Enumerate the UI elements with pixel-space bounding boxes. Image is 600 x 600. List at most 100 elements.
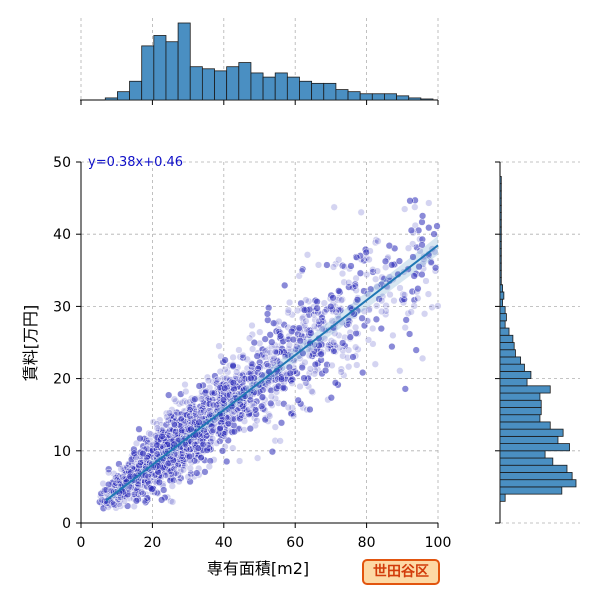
- scatter-point: [313, 304, 321, 312]
- scatter-point: [237, 411, 246, 419]
- x-hist-bar: [250, 72, 264, 101]
- scatter-point: [246, 424, 254, 433]
- x-hist-bar: [286, 76, 300, 101]
- scatter-point: [418, 354, 427, 363]
- scatter-point: [191, 395, 199, 403]
- scatter-point: [153, 450, 161, 458]
- scatter-point: [165, 409, 174, 417]
- x-hist-bar: [104, 97, 118, 101]
- scatter-point: [170, 465, 178, 473]
- scatter-point: [256, 328, 264, 336]
- scatter-point: [178, 449, 187, 457]
- scatter-point: [407, 226, 416, 235]
- scatter-point: [293, 306, 302, 315]
- scatter-point: [277, 375, 286, 383]
- scatter-point: [276, 437, 284, 445]
- scatter-point: [247, 359, 256, 368]
- scatter-point: [313, 298, 321, 306]
- x-hist-bar: [335, 89, 349, 101]
- scatter-point: [208, 434, 217, 443]
- scatter-point: [286, 369, 294, 377]
- x-hist-bar: [396, 95, 410, 101]
- scatter-point: [177, 414, 185, 423]
- scatter-point: [248, 321, 256, 330]
- scatter-point: [277, 419, 286, 427]
- y-hist-bar: [499, 342, 515, 351]
- scatter-point: [197, 395, 206, 403]
- y-hist-bar: [499, 486, 563, 495]
- scatter-point: [381, 257, 390, 265]
- scatter-point: [404, 244, 413, 252]
- scatter-point: [320, 299, 328, 307]
- scatter-point: [418, 218, 426, 226]
- scatter-point: [373, 267, 382, 275]
- scatter-point: [258, 393, 267, 401]
- scatter-point: [135, 425, 143, 433]
- scatter-point: [298, 363, 306, 372]
- scatter-point: [253, 454, 262, 462]
- scatter-point: [369, 324, 377, 333]
- scatter-point: [143, 494, 151, 502]
- scatter-point: [172, 469, 180, 478]
- y-hist-bar: [499, 298, 503, 307]
- y-hist-bar: [499, 320, 506, 329]
- scatter-point: [406, 197, 414, 205]
- scatter-point: [353, 361, 361, 369]
- scatter-point: [137, 458, 145, 467]
- scatter-point: [219, 396, 228, 404]
- y-hist-bar: [499, 241, 502, 250]
- x-hist-bar: [311, 82, 325, 101]
- x-hist-bar: [141, 45, 155, 101]
- y-hist-bar: [499, 204, 502, 213]
- scatter-point: [296, 382, 304, 391]
- y-hist-bar: [499, 443, 570, 452]
- y-hist-bar: [499, 399, 542, 408]
- y-hist-bar: [499, 176, 502, 185]
- x-tick-label: 40: [215, 535, 233, 551]
- scatter-point: [337, 296, 346, 304]
- scatter-point: [162, 471, 170, 479]
- y-hist-bar: [499, 457, 554, 466]
- x-hist-bar: [371, 93, 385, 101]
- y-hist-bar: [499, 392, 541, 401]
- x-marginal-histogram: [104, 22, 434, 101]
- scatter-point: [284, 306, 293, 314]
- scatter-point: [268, 448, 277, 456]
- scatter-point: [229, 379, 237, 387]
- y-hist-bar: [499, 363, 525, 372]
- scatter-point: [285, 298, 294, 307]
- x-hist-bar: [420, 98, 434, 101]
- x-tick-label: 0: [77, 535, 86, 551]
- scatter-point: [177, 422, 185, 430]
- scatter-point: [363, 270, 371, 279]
- scatter-point: [155, 478, 163, 486]
- scatter-point: [358, 314, 366, 322]
- scatter-point: [362, 248, 370, 256]
- scatter-point: [335, 287, 343, 295]
- scatter-point: [220, 430, 229, 438]
- scatter-point: [338, 269, 347, 278]
- scatter-point: [221, 384, 229, 392]
- scatter-point: [300, 374, 308, 382]
- scatter-point: [171, 428, 180, 436]
- scatter-point: [158, 426, 167, 434]
- scatter-point: [172, 397, 180, 405]
- scatter-point: [263, 310, 272, 318]
- scatter-point: [127, 455, 136, 464]
- y-hist-bar: [499, 334, 514, 343]
- scatter-point: [303, 251, 312, 259]
- scatter-point: [158, 496, 166, 504]
- scatter-point: [425, 199, 433, 207]
- scatter-point: [344, 346, 353, 354]
- scatter-point: [306, 365, 315, 373]
- scatter-point: [230, 427, 239, 436]
- scatter-point: [253, 352, 261, 360]
- scatter-point: [347, 262, 355, 270]
- scatter-point: [218, 447, 227, 455]
- x-hist-bar: [323, 82, 337, 101]
- scatter-point: [357, 208, 365, 216]
- scatter-point: [267, 392, 276, 401]
- scatter-point: [329, 263, 338, 271]
- scatter-point: [170, 420, 178, 428]
- scatter-point: [251, 406, 259, 414]
